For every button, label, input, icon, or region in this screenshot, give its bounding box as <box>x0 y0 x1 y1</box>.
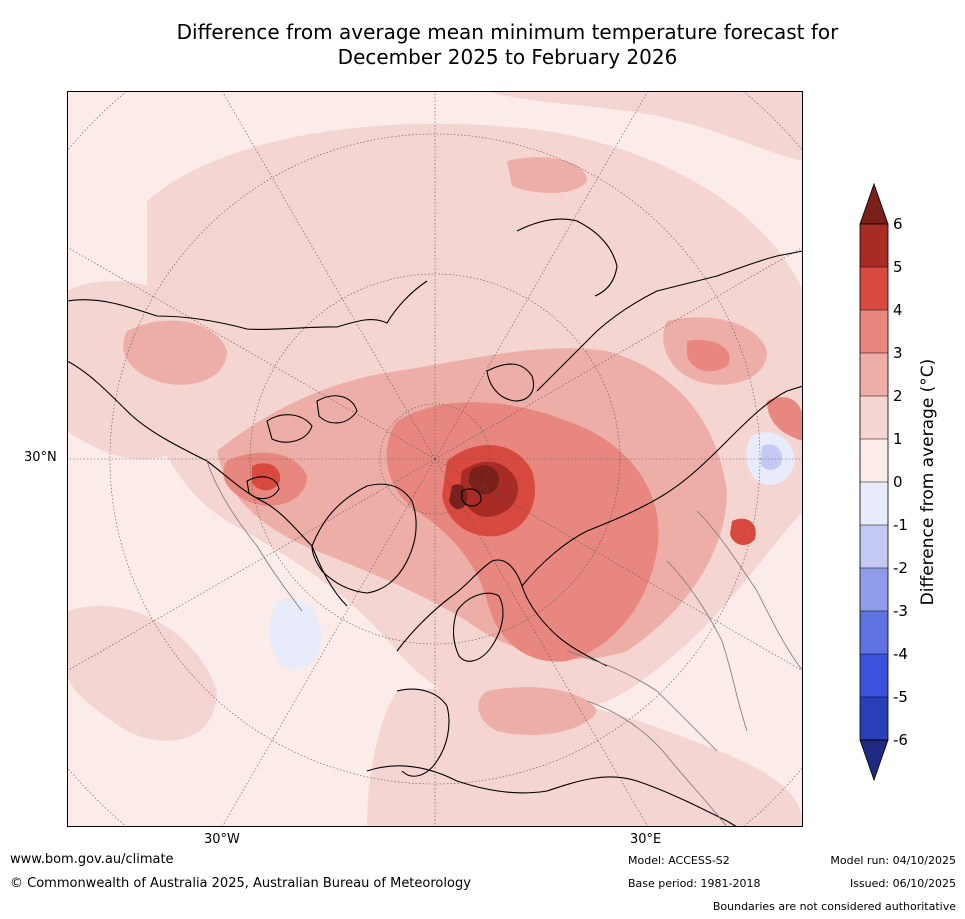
colorbar-tick-m5: -5 <box>893 688 908 706</box>
colorbar-m2-m1 <box>860 525 888 568</box>
colorbar <box>859 182 889 782</box>
title-line-1: Difference from average mean minimum tem… <box>176 20 839 44</box>
country-borders <box>206 460 803 827</box>
colorbar-title: Difference from average (°C) <box>918 358 938 606</box>
lon-label-30e: 30°E <box>630 832 662 847</box>
footer-website: www.bom.gov.au/climate <box>10 852 174 867</box>
colorbar-m4-m3 <box>860 611 888 654</box>
colorbar-tick-1: 1 <box>893 430 903 448</box>
map-svg <box>67 91 803 827</box>
colorbar-tick-6: 6 <box>893 215 903 233</box>
colorbar-m5-m4 <box>860 654 888 697</box>
colorbar-m3-m2 <box>860 568 888 611</box>
colorbar-m1-0 <box>860 482 888 525</box>
colorbar-tick-3: 3 <box>893 344 903 362</box>
colorbar-separators <box>860 266 888 698</box>
colorbar-tick-m3: -3 <box>893 602 908 620</box>
colorbar-1-2 <box>860 396 888 439</box>
colorbar-3-4 <box>860 310 888 353</box>
colorbar-tick-m2: -2 <box>893 559 908 577</box>
colorbar-tick-m4: -4 <box>893 645 908 663</box>
footer-disclaimer: Boundaries are not considered authoritat… <box>712 900 956 913</box>
footer-model-run: Model run: 04/10/2025 <box>830 854 956 867</box>
footer-copyright: © Commonwealth of Australia 2025, Austra… <box>10 876 471 891</box>
footer-model: Model: ACCESS-S2 <box>628 854 730 867</box>
polar-map <box>67 91 803 827</box>
coastlines <box>67 218 803 827</box>
lon-label-30w: 30°W <box>204 832 240 847</box>
lat-label-30n: 30°N <box>24 450 57 465</box>
colorbar-tick-5: 5 <box>893 258 903 276</box>
negative-anomaly-regions <box>269 432 795 670</box>
title-line-2: December 2025 to February 2026 <box>337 45 678 69</box>
colorbar-outline <box>859 223 889 741</box>
colorbar-tick-4: 4 <box>893 301 903 319</box>
latitude-circles <box>67 91 803 827</box>
footer-issued: Issued: 06/10/2025 <box>849 877 956 890</box>
colorbar-0-1 <box>860 439 888 482</box>
map-frame <box>67 91 803 827</box>
colorbar-tick-2: 2 <box>893 387 903 405</box>
colorbar-under-arrow <box>859 739 889 782</box>
chart-title: Difference from average mean minimum tem… <box>0 20 965 70</box>
meridians <box>67 91 803 827</box>
colorbar-m6-m5 <box>860 697 888 740</box>
colorbar-over-arrow <box>859 182 889 225</box>
colorbar-5-6 <box>860 224 888 267</box>
colorbar-4-5 <box>860 267 888 310</box>
colorbar-tick-m1: -1 <box>893 516 908 534</box>
colorbar-tick-m6: -6 <box>893 731 908 749</box>
colorbar-tick-0: 0 <box>893 473 903 491</box>
colorbar-2-3 <box>860 353 888 396</box>
footer-base-period: Base period: 1981-2018 <box>628 877 761 890</box>
